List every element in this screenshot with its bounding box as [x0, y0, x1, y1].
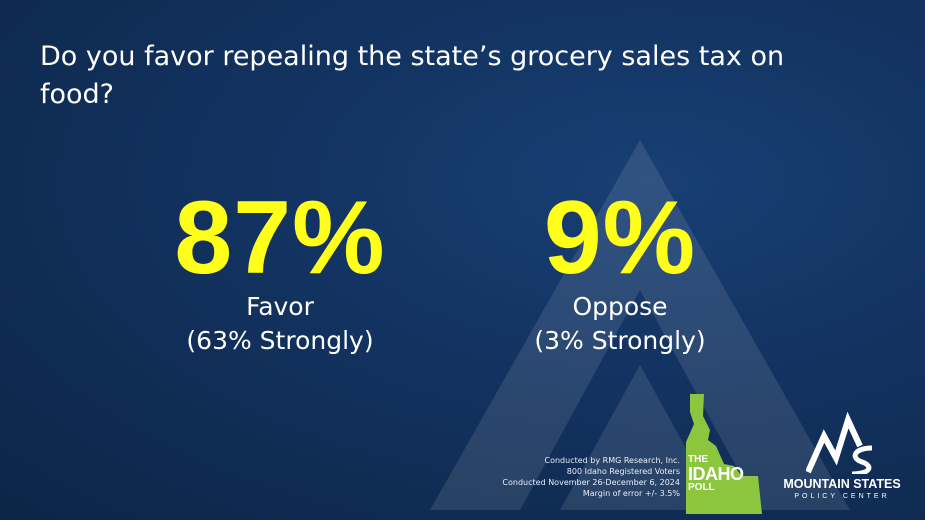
mountain-states-subtitle: POLICY CENTER: [794, 493, 890, 500]
favor-stat: 87% Favor (63% Strongly): [150, 186, 410, 358]
idaho-poll-the: THE: [688, 454, 708, 465]
favor-label: Favor: [246, 292, 314, 321]
footnote-line: Conducted by RMG Research, Inc.: [544, 456, 681, 465]
mountain-states-logo-icon: [806, 412, 873, 474]
idaho-poll-idaho: IDAHO: [688, 464, 744, 484]
oppose-detail: (3% Strongly): [534, 326, 706, 355]
mountain-states-name: MOUNTAIN STATES: [783, 477, 901, 491]
footnote-line: Conducted November 26-December 6, 2024: [502, 478, 680, 487]
footnote-line: Margin of error +/- 3.5%: [582, 489, 680, 498]
footnote-line: 800 Idaho Registered Voters: [566, 467, 680, 476]
mountain-states-logo: MOUNTAIN STATES POLICY CENTER: [776, 412, 908, 512]
poll-question: Do you favor repealing the state’s groce…: [40, 41, 785, 110]
methodology-footnote: Conducted by RMG Research, Inc. 800 Idah…: [430, 455, 680, 499]
idaho-state-icon: [686, 394, 762, 514]
idaho-poll-poll: POLL: [688, 482, 715, 493]
mountain-watermark-icon: [430, 140, 850, 510]
oppose-stat: 9% Oppose (3% Strongly): [515, 186, 725, 358]
favor-detail: (63% Strongly): [186, 326, 374, 355]
oppose-percent: 9%: [543, 180, 697, 296]
oppose-label: Oppose: [572, 292, 668, 321]
favor-percent: 87%: [174, 180, 386, 296]
idaho-poll-logo: THE IDAHO POLL: [688, 455, 758, 493]
